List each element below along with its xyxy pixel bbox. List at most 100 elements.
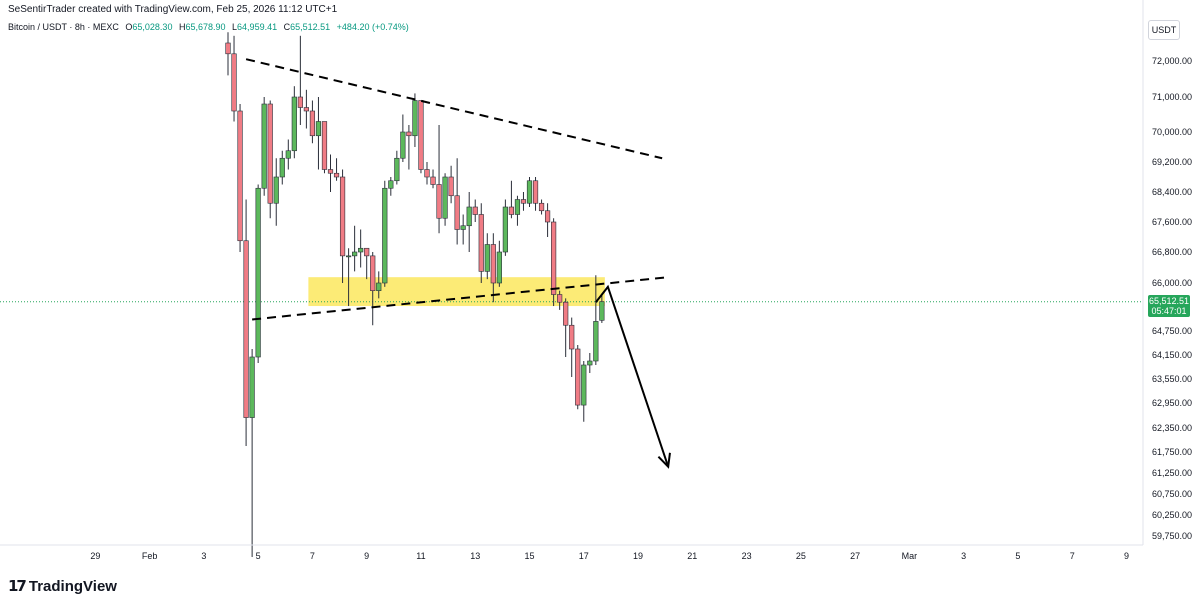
price-axis-label: 60,250.00 (1152, 510, 1192, 520)
candle-body (502, 206, 508, 253)
candle (448, 165, 454, 204)
candle-body (267, 103, 273, 204)
candle-body (382, 187, 388, 284)
candle-body (333, 172, 340, 178)
price-axis-label: 66,800.00 (1152, 247, 1192, 257)
symbol-legend: Bitcoin / USDT · 8h · MEXC O65,028.30 H6… (8, 22, 409, 32)
candle-body (418, 100, 424, 170)
high-label: H (178, 22, 186, 32)
candle-body (520, 199, 527, 204)
candle-body (575, 348, 581, 406)
candle (508, 180, 515, 219)
candle (370, 252, 376, 326)
candle (333, 158, 340, 181)
candle-body (599, 301, 605, 321)
candle (400, 114, 406, 162)
candle (309, 100, 316, 144)
candle (273, 158, 279, 226)
candle-body (297, 96, 303, 108)
price-axis-label: 63,550.00 (1152, 374, 1192, 384)
price-axis-label: 69,200.00 (1152, 157, 1192, 167)
candle (345, 248, 352, 307)
candle (249, 349, 255, 557)
price-axis-label: 71,000.00 (1152, 92, 1192, 102)
current-price-tag (1148, 295, 1190, 317)
candle (599, 295, 605, 323)
price-axis-label: 64,750.00 (1152, 326, 1192, 336)
candle-body (587, 360, 593, 366)
time-axis-label: 5 (1015, 551, 1020, 561)
candle (557, 290, 563, 310)
candle (551, 218, 557, 307)
candle (225, 32, 231, 76)
candle-body (448, 176, 454, 197)
open-label: O (125, 22, 133, 32)
candle-body (273, 176, 279, 204)
candle (502, 199, 508, 256)
projection-arrow-head (657, 452, 671, 469)
candle-body (508, 206, 515, 215)
price-axis-label: 62,950.00 (1152, 398, 1192, 408)
candle (406, 125, 412, 170)
candle-body (532, 180, 539, 204)
candle (460, 214, 466, 245)
candle-countdown: 05:47:01 (1151, 306, 1186, 316)
candle (436, 125, 442, 234)
high-value: 65,678.90 (185, 22, 226, 32)
candle (352, 225, 358, 272)
candle (454, 158, 460, 245)
candle-body (490, 244, 496, 284)
price-axis-label: 66,000.00 (1152, 278, 1192, 288)
price-axis-label: 60,750.00 (1152, 489, 1192, 499)
candle-body (352, 251, 358, 257)
candle-body (478, 214, 484, 272)
current-price-label: 65,512.51 (1149, 296, 1189, 306)
candle-body (255, 187, 261, 358)
candle-body (303, 107, 309, 112)
candle (442, 173, 448, 226)
time-axis-label: 15 (524, 551, 534, 561)
candle (297, 35, 303, 125)
candle-body (496, 251, 502, 284)
tradingview-brand[interactable]: 𝟭𝟳 TradingView (8, 577, 117, 596)
time-axis-label: Feb (142, 551, 158, 561)
candle (514, 195, 521, 226)
candle (496, 240, 502, 287)
candle (544, 203, 551, 237)
price-axis-label: 70,000.00 (1152, 127, 1192, 137)
time-axis-label: 5 (256, 551, 261, 561)
price-axis-label: 67,600.00 (1152, 217, 1192, 227)
symbol-name[interactable]: Bitcoin / USDT · 8h · MEXC (8, 22, 119, 32)
candle-body (394, 157, 400, 182)
candle-body (315, 121, 322, 137)
candle-body (291, 96, 297, 152)
price-axis-label: 68,400.00 (1152, 187, 1192, 197)
candle (569, 317, 575, 377)
candle-body (563, 301, 569, 326)
time-axis-label: Mar (902, 551, 918, 561)
candle (490, 233, 496, 303)
candle (327, 154, 334, 192)
candle (472, 199, 478, 222)
currency-selector[interactable]: USDT (1148, 20, 1180, 40)
open-value: 65,028.30 (132, 22, 173, 32)
candle (532, 177, 539, 211)
candle (526, 177, 533, 207)
candle (388, 177, 394, 196)
candle (358, 229, 364, 268)
time-axis-label: 13 (470, 551, 480, 561)
candle (382, 180, 388, 287)
close-label: C (283, 22, 291, 32)
time-axis-label: 9 (1124, 551, 1129, 561)
candle (593, 275, 599, 365)
candle-body (466, 206, 472, 227)
change-value: +484.20 (+0.74%) (336, 22, 409, 32)
time-axis-label: 17 (579, 551, 589, 561)
candle-body (345, 255, 352, 258)
low-value: 64,959.41 (237, 22, 278, 32)
candle (520, 192, 527, 211)
candle-body (249, 356, 255, 418)
candle (321, 121, 328, 174)
candle (581, 361, 587, 422)
